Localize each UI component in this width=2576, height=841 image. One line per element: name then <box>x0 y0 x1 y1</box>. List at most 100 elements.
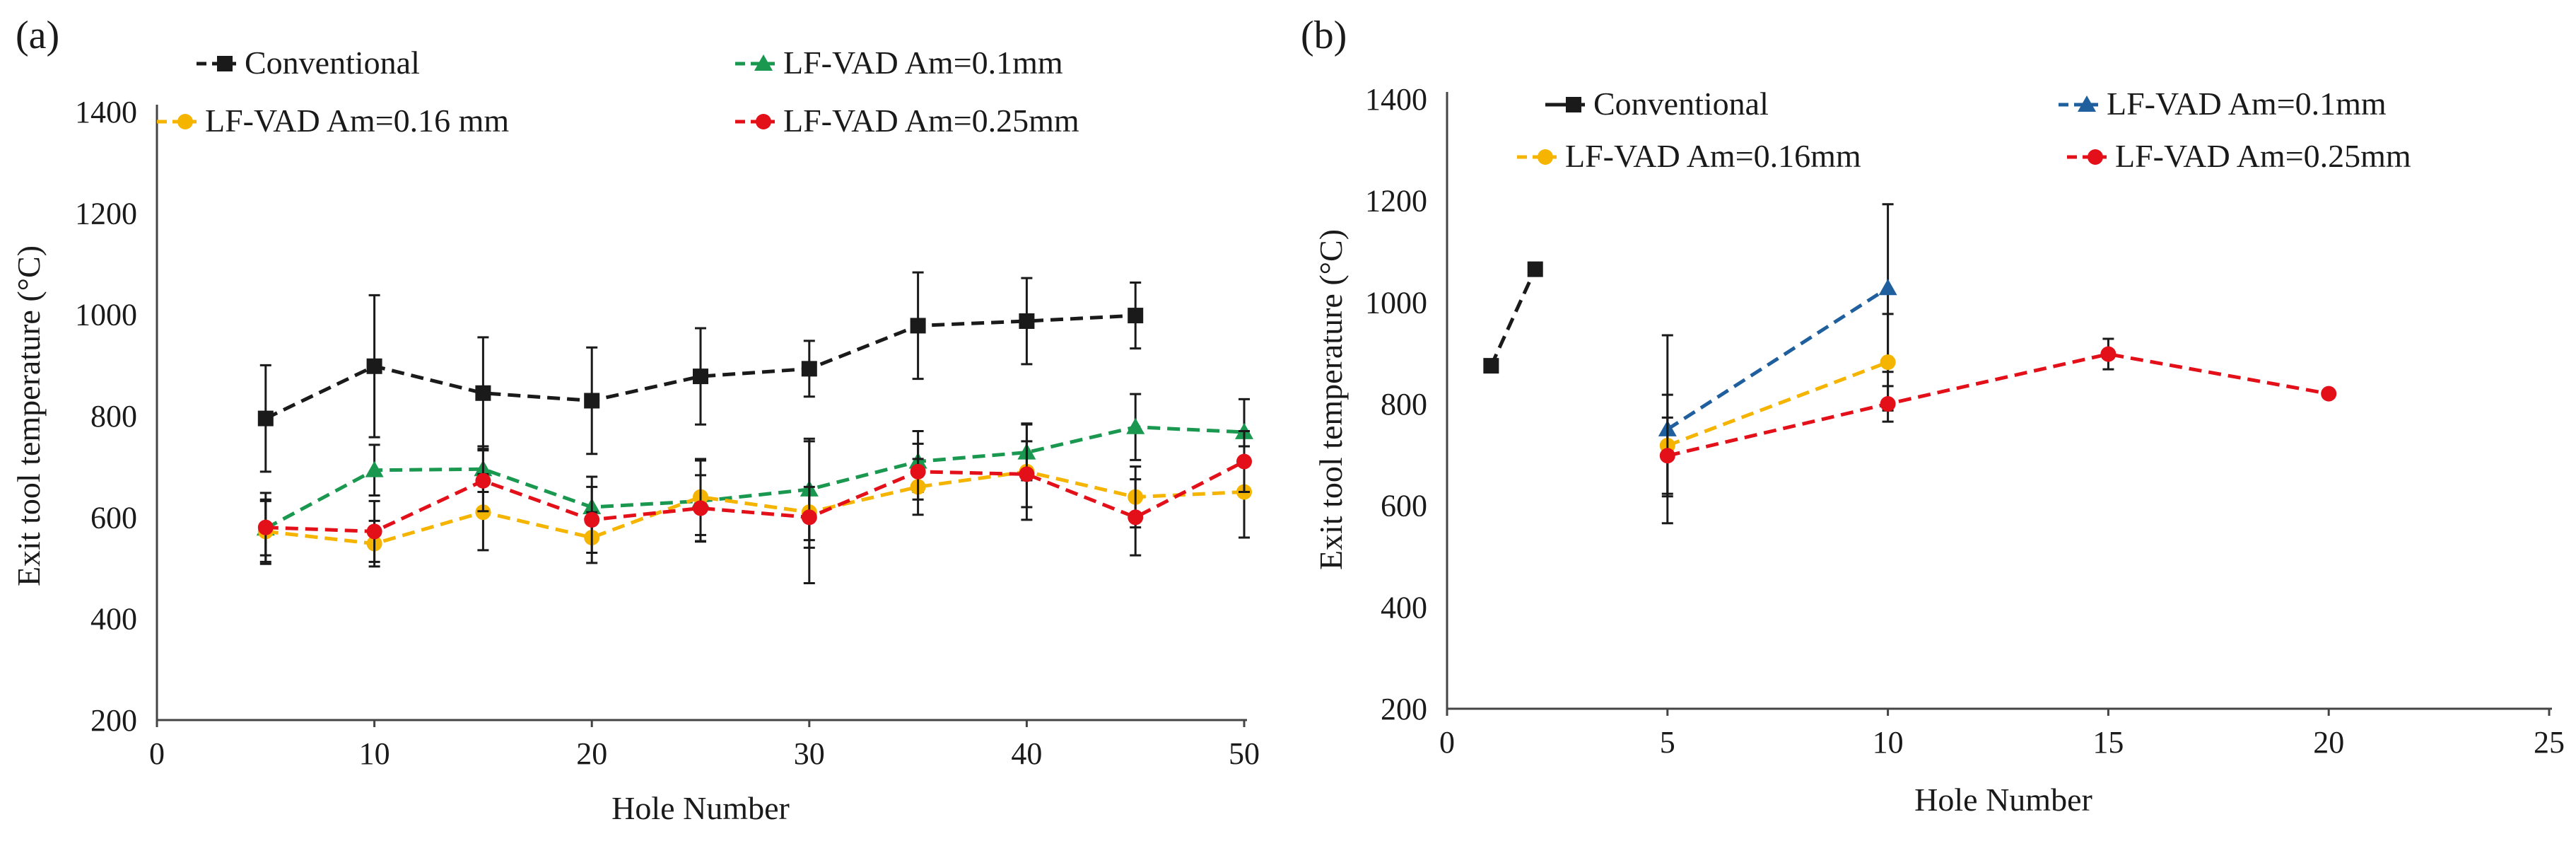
data-point <box>257 519 274 535</box>
legend-label: LF-VAD Am=0.16 mm <box>205 103 509 139</box>
y-tick-label: 800 <box>90 399 137 434</box>
legend-label: LF-VAD Am=0.16mm <box>1565 138 1861 174</box>
data-point <box>366 358 382 374</box>
x-tick-label: 20 <box>576 736 607 771</box>
x-tick-label: 40 <box>1011 736 1042 771</box>
y-axis-title: Exit tool temperature (°C) <box>11 245 47 586</box>
legend-marker <box>756 114 771 129</box>
series-conventional <box>257 271 1144 473</box>
y-tick-label: 400 <box>1381 590 1427 625</box>
x-tick-label: 20 <box>2313 725 2344 760</box>
x-tick-label: 0 <box>1439 725 1455 760</box>
data-point <box>1659 448 1675 464</box>
legend-entry: Conventional <box>1545 86 1769 122</box>
data-point <box>1880 354 1896 371</box>
data-point <box>584 393 600 409</box>
series-line <box>1489 268 1537 367</box>
data-point <box>801 509 817 526</box>
series-line <box>265 470 1245 546</box>
x-tick-label: 25 <box>2534 725 2565 760</box>
data-point <box>801 361 817 377</box>
y-tick-label: 1200 <box>75 196 137 231</box>
y-tick-label: 600 <box>1381 489 1427 523</box>
data-point <box>475 385 491 401</box>
series-lf-vad-am-0-25mm <box>257 430 1252 563</box>
series-line <box>1667 352 2329 458</box>
x-tick-label: 0 <box>149 736 165 771</box>
data-point <box>475 472 491 489</box>
legend-marker <box>177 114 193 129</box>
legend-marker <box>1538 149 1553 165</box>
data-point <box>1527 261 1543 277</box>
panel-label: (b) <box>1301 13 1347 57</box>
series-line <box>264 425 1245 530</box>
series-lf-vad-am-0-1mm <box>256 393 1253 565</box>
y-tick-label: 1000 <box>75 298 137 332</box>
legend-label: Conventional <box>245 45 420 81</box>
x-tick-label: 15 <box>2092 725 2124 760</box>
legend-entry: LF-VAD Am=0.1mm <box>735 45 1063 81</box>
y-tick-label: 800 <box>1381 387 1427 422</box>
x-tick-label: 10 <box>359 736 390 771</box>
data-point <box>1128 509 1144 526</box>
data-point <box>1236 453 1252 470</box>
legend-marker <box>2078 95 2096 112</box>
data-point <box>2321 385 2337 402</box>
legend-label: LF-VAD Am=0.1mm <box>2107 86 2387 122</box>
panel-label: (a) <box>16 13 59 57</box>
data-point <box>1128 308 1144 324</box>
data-point <box>365 460 384 477</box>
y-tick-label: 1400 <box>75 95 137 129</box>
legend-label: Conventional <box>1593 86 1769 122</box>
legend-entry: LF-VAD Am=0.25mm <box>735 103 1079 139</box>
legend-label: LF-VAD Am=0.25mm <box>783 103 1079 139</box>
panel-a: (a) 200 400 600 800 1000 1200 1400 0 10 20 30 40 50 Ho… <box>11 13 1260 826</box>
legend-label: LF-VAD Am=0.1mm <box>783 45 1063 81</box>
x-axis-title: Hole Number <box>1914 782 2092 818</box>
data-point <box>2100 346 2117 362</box>
series-lf-vad-am-0-16mm <box>1659 313 1896 498</box>
data-point <box>1880 396 1896 412</box>
data-point <box>257 410 274 427</box>
x-axis-title: Hole Number <box>611 790 790 826</box>
data-point <box>910 463 926 480</box>
x-tick-label: 10 <box>1873 725 1904 760</box>
legend-marker <box>754 54 773 71</box>
legend-entry: LF-VAD Am=0.25mm <box>2067 138 2411 174</box>
series-lf-vad-am-0-16-mm <box>257 422 1252 584</box>
y-axis-title: Exit tool temperature (°C) <box>1313 229 1349 570</box>
data-point <box>1126 417 1145 434</box>
x-tick-label: 30 <box>794 736 825 771</box>
series-line <box>265 460 1246 533</box>
data-point <box>910 318 926 334</box>
y-tick-label: 200 <box>90 703 137 738</box>
data-point <box>693 369 708 385</box>
legend-entry: LF-VAD Am=0.16 mm <box>157 103 509 139</box>
data-point <box>584 511 600 528</box>
legend-marker <box>217 56 233 71</box>
y-tick-label: 1400 <box>1365 82 1427 117</box>
data-point <box>1878 279 1897 296</box>
x-tick-label: 5 <box>1660 725 1675 760</box>
legend-label: LF-VAD Am=0.25mm <box>2115 138 2411 174</box>
y-tick-label: 400 <box>90 602 137 637</box>
y-tick-label: 1200 <box>1365 184 1427 219</box>
data-point <box>693 500 708 516</box>
legend-entry: LF-VAD Am=0.16mm <box>1517 138 1861 174</box>
series-conventional <box>1483 261 1543 374</box>
series-lf-vad-am-0-1mm <box>1658 203 1897 525</box>
legend-entry: LF-VAD Am=0.1mm <box>2059 86 2387 122</box>
data-point <box>366 523 382 540</box>
data-point <box>1483 358 1499 374</box>
series-line <box>1666 360 1889 448</box>
data-point <box>1019 313 1035 329</box>
y-tick-label: 200 <box>1381 692 1427 726</box>
series-line <box>1666 286 1889 431</box>
legend-marker <box>2088 149 2103 165</box>
data-point <box>1019 466 1035 482</box>
legend-entry: Conventional <box>197 45 420 81</box>
panel-b: (b) 200 400 600 800 1000 1200 1400 0 5 10 15 20 25 Hol… <box>1301 13 2565 818</box>
y-tick-label: 1000 <box>1365 285 1427 320</box>
